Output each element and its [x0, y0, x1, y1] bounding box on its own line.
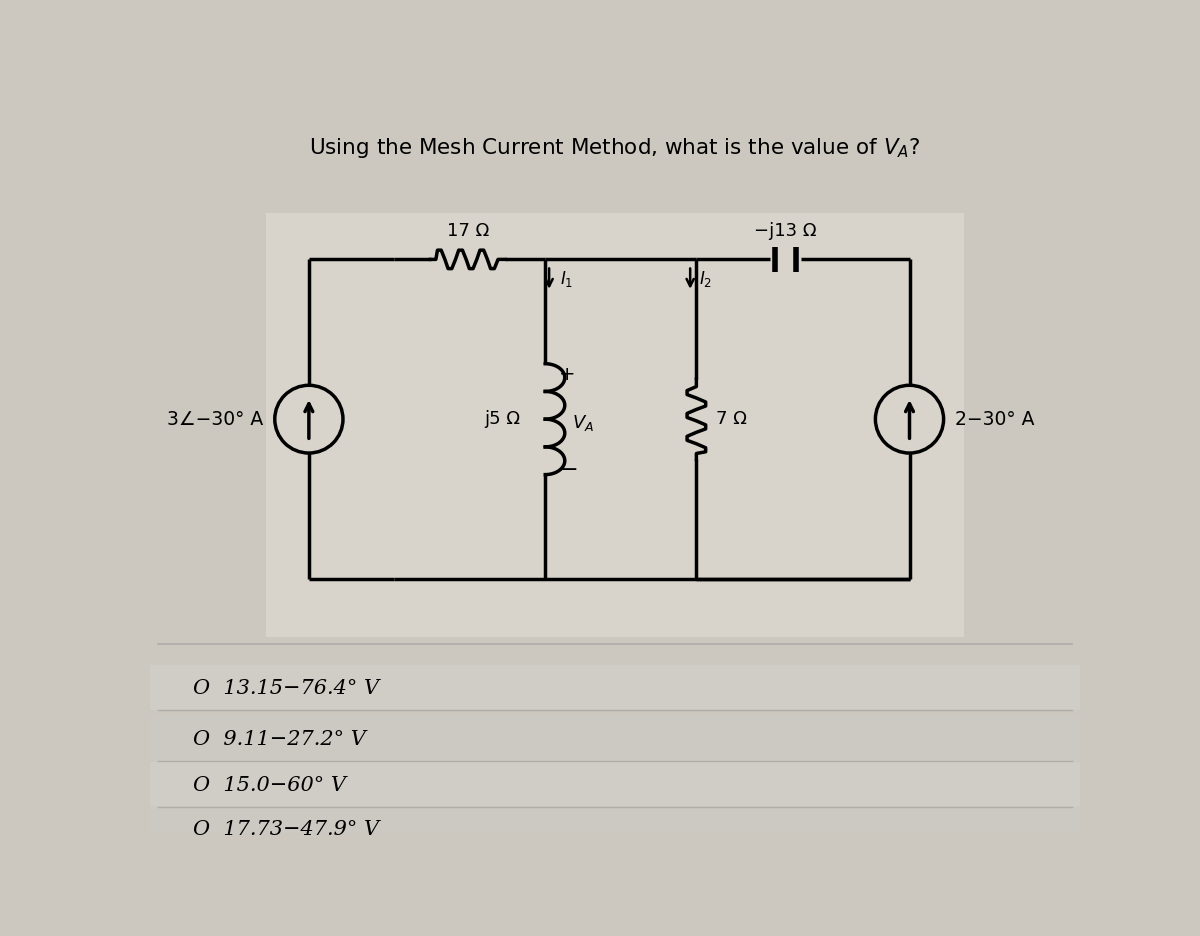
Text: +: +	[559, 365, 576, 385]
Text: O  13.15−76.4° V: O 13.15−76.4° V	[193, 679, 379, 697]
Text: −j13 Ω: −j13 Ω	[755, 222, 817, 241]
Text: 17 Ω: 17 Ω	[446, 222, 488, 241]
FancyBboxPatch shape	[150, 806, 1080, 851]
Text: O  9.11−27.2° V: O 9.11−27.2° V	[193, 729, 366, 749]
FancyBboxPatch shape	[150, 716, 1080, 761]
Text: O  15.0−60° V: O 15.0−60° V	[193, 776, 346, 795]
Text: 2−30° A: 2−30° A	[955, 410, 1034, 429]
Text: j5 Ω: j5 Ω	[485, 410, 521, 428]
Text: $I_1$: $I_1$	[560, 269, 574, 288]
Text: $I_2$: $I_2$	[700, 269, 713, 288]
Text: Using the Mesh Current Method, what is the value of $V_A$?: Using the Mesh Current Method, what is t…	[310, 137, 920, 160]
FancyBboxPatch shape	[266, 213, 964, 636]
Text: 3∠−30° A: 3∠−30° A	[167, 410, 263, 429]
Text: $V_A$: $V_A$	[572, 413, 594, 433]
FancyBboxPatch shape	[150, 762, 1080, 807]
Text: O  17.73−47.9° V: O 17.73−47.9° V	[193, 820, 379, 839]
FancyBboxPatch shape	[150, 665, 1080, 709]
Text: 7 Ω: 7 Ω	[715, 410, 746, 428]
Text: −: −	[559, 460, 578, 480]
